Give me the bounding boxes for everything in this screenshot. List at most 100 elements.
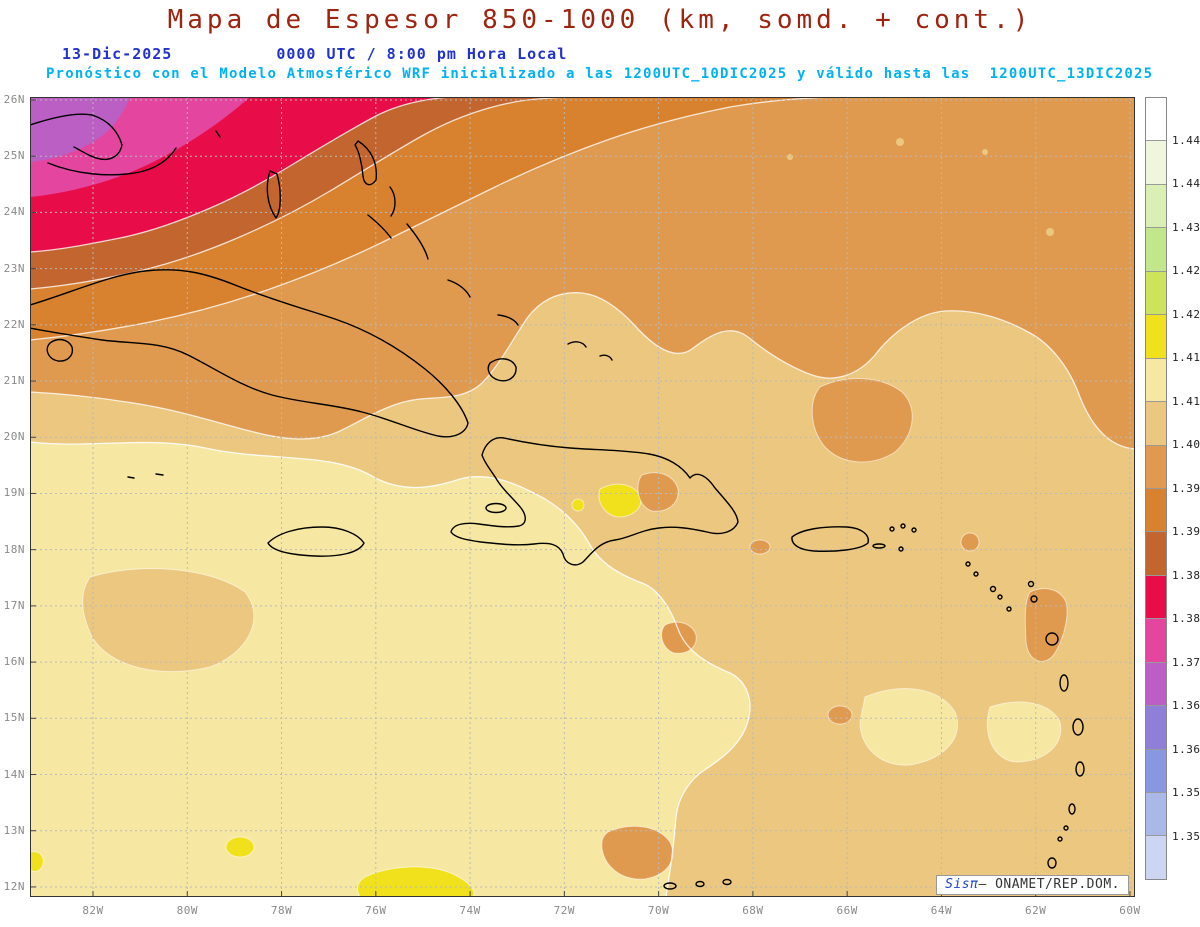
- lat-label: 22N: [3, 317, 25, 331]
- colorbar-swatch: [1146, 314, 1166, 358]
- map-area: Sisπ– ONAMET/REP.DOM.: [30, 97, 1135, 897]
- lon-label: 68W: [742, 904, 764, 917]
- lat-label: 23N: [3, 261, 25, 275]
- montserrat-coastline: [1006, 606, 1012, 612]
- field-orange-patch-bottom: [601, 825, 674, 880]
- lesser-antilles-coastline: [889, 523, 1085, 869]
- colorbar-swatch: [1146, 661, 1166, 706]
- lat-label: 26N: [3, 93, 25, 106]
- anguilla-coastline: [965, 561, 971, 567]
- colorbar-swatch: [1146, 183, 1166, 228]
- lon-label: 70W: [647, 904, 670, 917]
- guadeloupe-coastline: [1045, 632, 1059, 646]
- colorbar-swatch: [1146, 98, 1166, 141]
- virgin-islands-coastline: [889, 526, 895, 532]
- field-band-purple: [30, 97, 130, 162]
- colorbar-label: 1.35: [1172, 829, 1200, 843]
- st-croix-coastline: [898, 546, 904, 552]
- colorbar-swatches: [1145, 97, 1167, 880]
- colorbar-label: 1.392: [1172, 525, 1200, 538]
- lat-label: 17N: [3, 598, 25, 612]
- lat-label: 21N: [3, 374, 25, 388]
- lon-label: 66W: [836, 904, 858, 917]
- page-title: Mapa de Espesor 850-1000 (km, somd. + co…: [167, 5, 1033, 35]
- martinique-coastline: [1072, 718, 1084, 736]
- colorbar-label: 1.416: [1172, 351, 1200, 364]
- contour-orange: [30, 292, 1135, 450]
- colorbar-swatch: [1146, 270, 1166, 315]
- field-tan-speck: [982, 149, 988, 155]
- credit-app: Sisπ: [945, 877, 979, 892]
- antigua-coastline: [1030, 595, 1038, 603]
- lon-label: 72W: [553, 904, 576, 917]
- colorbar-swatch: [1146, 618, 1166, 662]
- field-yellow-spot: [571, 498, 585, 512]
- field-orange-patch-mona: [749, 539, 771, 555]
- field-layer: [30, 97, 1135, 897]
- lat-label: 19N: [3, 486, 25, 500]
- virgin-islands-coastline: [911, 527, 917, 533]
- colorbar-label: 1.434: [1172, 220, 1200, 234]
- abc-islands-coastline: [663, 878, 732, 890]
- lat-label: 13N: [3, 823, 25, 837]
- virgin-islands-coastline: [900, 523, 906, 529]
- vieques-coastline: [872, 543, 886, 549]
- grenadines-coastline: [1057, 836, 1063, 842]
- colorbar-swatch: [1146, 140, 1166, 184]
- lon-label: 64W: [930, 904, 953, 917]
- bonaire-coastline: [722, 878, 732, 886]
- st-lucia-coastline: [1075, 761, 1085, 777]
- field-tan-speck: [896, 138, 904, 146]
- grenada-coastline: [1047, 857, 1057, 869]
- cuba-coastline: [30, 269, 469, 438]
- coastline-layer: [30, 113, 1085, 890]
- colorbar-swatch: [1146, 227, 1166, 271]
- florida-keys-coastline: [47, 147, 177, 176]
- lat-label: 12N: [3, 879, 25, 893]
- st-kitts-coastline: [989, 585, 997, 593]
- bahamas-coastline: [215, 130, 613, 382]
- jamaica-coastline: [267, 526, 365, 557]
- valid-date: 13-Dic-2025: [62, 45, 173, 63]
- colorbar-label: 1.404: [1172, 438, 1200, 451]
- colorbar-swatch: [1146, 531, 1166, 575]
- lat-label: 16N: [3, 655, 25, 669]
- colorbar-swatch: [1146, 401, 1166, 445]
- field-tan-speck: [1046, 228, 1054, 236]
- lat-label: 14N: [3, 767, 25, 781]
- valid-time-line: 13-Dic-2025 0000 UTC / 8:00 pm Hora Local: [62, 45, 567, 63]
- colorbar-swatch: [1146, 487, 1166, 532]
- colorbar-label: 1.398: [1172, 481, 1200, 495]
- aruba-coastline: [663, 882, 677, 890]
- colorbar-swatch: [1146, 835, 1166, 879]
- florida-coastline: [30, 113, 123, 161]
- lon-label: 74W: [459, 904, 481, 917]
- lon-label: 82W: [82, 904, 104, 917]
- lon-label: 60W: [1119, 904, 1141, 917]
- colorbar-label: 1.446: [1172, 133, 1200, 147]
- hispaniola-coastline: [450, 437, 739, 566]
- lat-label: 24N: [3, 205, 25, 219]
- forecast-line: Pronóstico con el Modelo Atmosférico WRF…: [46, 66, 1154, 82]
- contour-pale: [30, 441, 751, 897]
- field-yellow-left-edge: [30, 851, 44, 872]
- colorbar-label: 1.374: [1172, 655, 1200, 669]
- thickness-map-svg: [30, 97, 1135, 897]
- lat-label: 15N: [3, 711, 25, 725]
- credit-text: – ONAMET/REP.DOM.: [978, 877, 1120, 892]
- barbuda-coastline: [1027, 580, 1035, 588]
- cayman-islands-coastline: [127, 473, 164, 479]
- contour-red: [30, 97, 451, 253]
- grenadines-coastline: [1063, 825, 1069, 831]
- colorbar-label: 1.38: [1172, 612, 1200, 625]
- lon-label: 80W: [176, 904, 198, 917]
- lat-label: 20N: [3, 430, 25, 444]
- colorbar-label: 1.356: [1172, 786, 1200, 799]
- lon-axis: 82W 80W 78W 76W 74W 72W 70W 68W 66W 64W 62W 60W: [0, 902, 1200, 920]
- st-vincent-coastline: [1068, 803, 1076, 815]
- colorbar-label: 1.422: [1172, 307, 1200, 321]
- colorbar-swatch: [1146, 705, 1166, 749]
- field-yellow-sw: [225, 836, 255, 858]
- colorbar-label: 1.368: [1172, 699, 1200, 712]
- colorbar-swatch: [1146, 792, 1166, 836]
